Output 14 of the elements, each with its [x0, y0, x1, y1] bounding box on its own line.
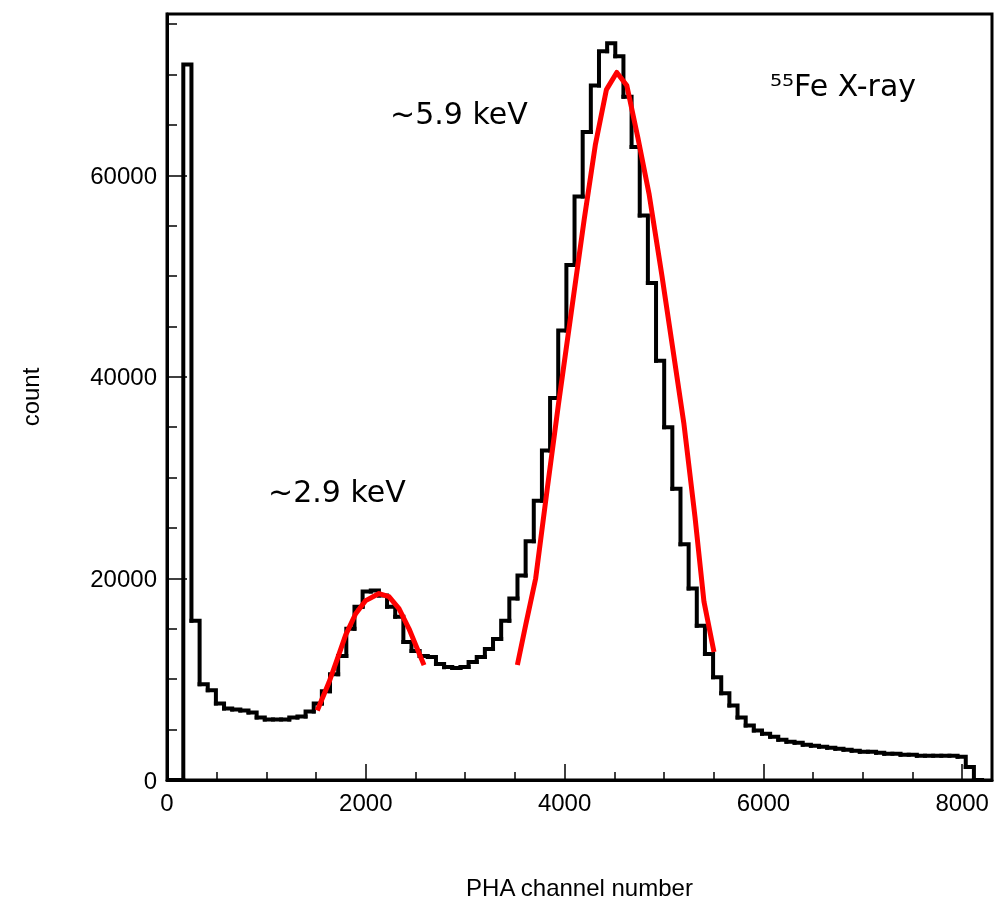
- x-tick-label: 4000: [537, 788, 592, 816]
- x-tick-label: 2000: [339, 788, 393, 816]
- y-axis-title: count: [16, 367, 44, 427]
- x-tick-label: 0: [160, 788, 174, 816]
- y-tick-label: 20000: [90, 564, 157, 592]
- y-tick-label: 60000: [90, 161, 157, 189]
- x-tick-label: 8000: [935, 788, 989, 816]
- y-tick-label: 0: [143, 766, 157, 794]
- x-tick-label: 6000: [736, 788, 791, 816]
- x-axis-title: PHA channel number: [466, 873, 693, 901]
- annotation: ⁵⁵Fe X-ray: [770, 67, 917, 103]
- y-tick-label: 40000: [90, 363, 157, 391]
- annotation: ~2.9 keV: [268, 473, 407, 509]
- annotation: ~5.9 keV: [390, 95, 529, 131]
